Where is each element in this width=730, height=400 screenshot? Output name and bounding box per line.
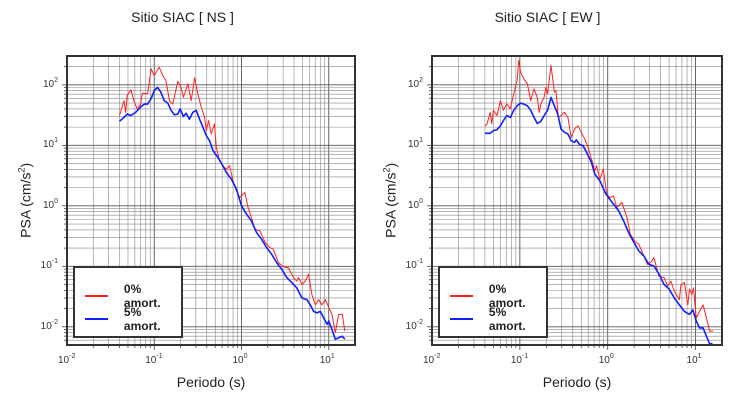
legend-swatch: [85, 295, 108, 297]
y-tick-label: 101: [42, 137, 58, 151]
y-tick-label: 102: [407, 76, 423, 90]
legend-entry: 5% amort.: [85, 305, 181, 333]
legend-swatch: [450, 317, 473, 321]
y-tick-label: 100: [407, 197, 423, 211]
legend-label: 5% amort.: [123, 305, 161, 333]
series-line-5pct: [118, 86, 346, 341]
x-axis-label: Periodo (s): [542, 374, 612, 390]
legend: 0% amort. 5% amort.: [438, 266, 548, 338]
y-tick-label: 102: [42, 76, 58, 90]
chart-panel-ns: Sitio SIAC [ NS ] 10-2 10-1 100 101 10-2 10-1 1…: [16, 9, 356, 390]
y-tick-label: 10-2: [405, 318, 423, 332]
series-line-0pct: [484, 60, 713, 332]
y-tick-label: 101: [407, 137, 423, 151]
y-axis-label: PSA (cm/s2): [381, 162, 399, 238]
x-tick-label: 10-1: [510, 353, 529, 366]
x-tick-label: 10-2: [58, 353, 76, 366]
plot-frame: [431, 55, 723, 346]
y-axis-label: PSA (cm/s2): [16, 162, 34, 238]
legend-swatch: [85, 317, 108, 321]
y-tick-label: 10-1: [405, 258, 423, 272]
legend: 0% amort. 5% amort.: [73, 266, 183, 338]
legend-swatch: [450, 295, 473, 297]
x-tick-label: 100: [232, 353, 248, 366]
y-tick-label: 10-1: [40, 258, 58, 272]
plot-frame: [66, 55, 356, 346]
legend-label: 0% amort.: [488, 282, 526, 310]
legend-entry: 5% amort.: [450, 305, 546, 333]
x-tick-label: 10-2: [423, 353, 441, 366]
chart-title: Sitio SIAC [ NS ]: [131, 9, 234, 25]
x-tick-label: 10-1: [145, 353, 163, 366]
x-axis-label: Periodo (s): [176, 374, 246, 390]
legend-entry: 0% amort.: [85, 282, 181, 310]
x-tick-label: 101: [319, 353, 335, 366]
legend-label: 5% amort.: [488, 305, 526, 333]
series-line-5pct: [484, 96, 713, 345]
chart-title: Sitio SIAC [ EW ]: [494, 9, 601, 25]
chart-panel-ew: Sitio SIAC [ EW ] 10-2 10-1 100 101 10-2 10-1 1…: [365, 0, 730, 400]
y-tick-label: 10-2: [40, 318, 58, 332]
x-tick-label: 100: [598, 353, 614, 366]
legend-entry: 0% amort.: [450, 282, 546, 310]
x-tick-label: 101: [686, 353, 702, 366]
legend-label: 0% amort.: [123, 282, 161, 310]
y-tick-label: 100: [42, 197, 58, 211]
